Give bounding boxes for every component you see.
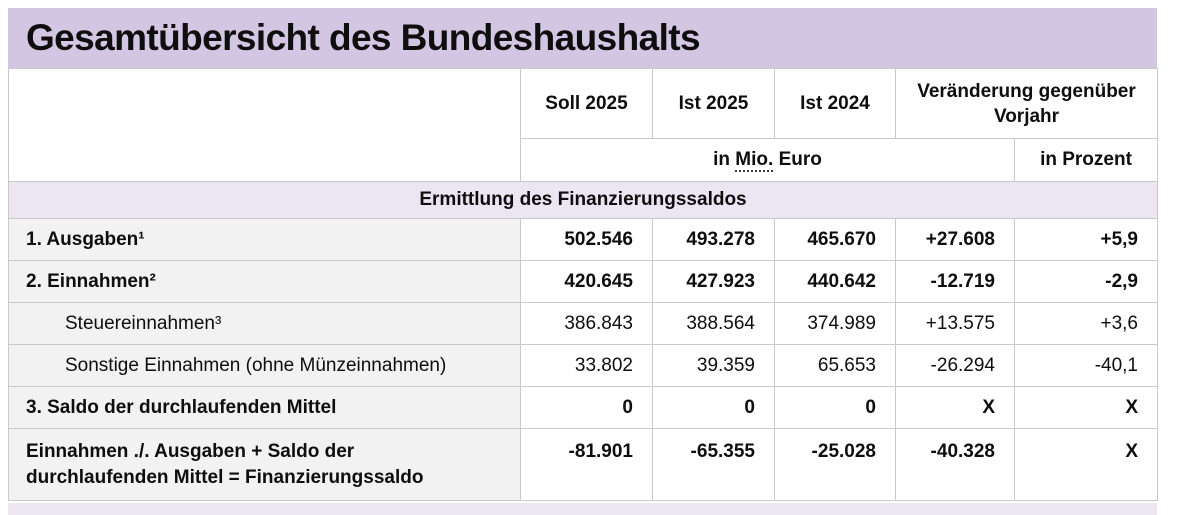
row-label: 1. Ausgaben¹: [8, 218, 521, 261]
cell-value: -81.901: [520, 428, 653, 501]
cell-value: 0: [652, 386, 775, 429]
table-row: 1. Ausgaben¹ 502.546 493.278 465.670 +27.608…: [8, 218, 1158, 261]
table-row: Steuereinnahmen³ 386.843 388.564 374.989 +13…: [8, 302, 1158, 345]
col-header-ist-2025: Ist 2025: [652, 68, 775, 139]
column-header-row: Soll 2025 Ist 2025 Ist 2024 Veränderung …: [8, 68, 1158, 182]
table-row: 2. Einnahmen² 420.645 427.923 440.642 -12.71…: [8, 260, 1158, 303]
row-label: 3. Saldo der durchlaufenden Mittel: [8, 386, 521, 429]
table-row: Einnahmen ./. Ausgaben + Saldo der durch…: [8, 428, 1158, 501]
cell-value: +13.575: [895, 302, 1015, 345]
cell-value: -12.719: [895, 260, 1015, 303]
row-label-column-header: [8, 68, 521, 182]
cell-value: 388.564: [652, 302, 775, 345]
cell-value: 65.653: [774, 344, 896, 387]
section-header-label: Ermittlung des Finanzierungssaldos: [8, 181, 1158, 219]
col-header-ist-2024: Ist 2024: [774, 68, 896, 139]
cell-value: 0: [774, 386, 896, 429]
unit-header-mio-euro: in Mio. Euro: [520, 138, 1015, 182]
cell-value: +3,6: [1014, 302, 1158, 345]
row-label: 2. Einnahmen²: [8, 260, 521, 303]
col-header-soll-2025: Soll 2025: [520, 68, 653, 139]
cell-value: +27.608: [895, 218, 1015, 261]
section-header-row: Ermittlung des Finanzierungssaldos: [8, 181, 1158, 219]
row-label: Steuereinnahmen³: [8, 302, 521, 345]
cell-value: 39.359: [652, 344, 775, 387]
cell-value: 0: [520, 386, 653, 429]
unit-mio-suffix: Euro: [773, 149, 822, 170]
cell-value: -25.028: [774, 428, 896, 501]
page-title: Gesamtübersicht des Bundeshaushalts: [8, 8, 1157, 68]
cell-value: 440.642: [774, 260, 896, 303]
cell-value: -65.355: [652, 428, 775, 501]
cell-value: 493.278: [652, 218, 775, 261]
cell-value: +5,9: [1014, 218, 1158, 261]
next-section-strip: [8, 503, 1157, 515]
cell-value: -40,1: [1014, 344, 1158, 387]
budget-table: Soll 2025 Ist 2025 Ist 2024 Veränderung …: [8, 68, 1158, 501]
cell-value: 420.645: [520, 260, 653, 303]
table-row: 3. Saldo der durchlaufenden Mittel 0 0 0 X X: [8, 386, 1158, 429]
unit-header-prozent: in Prozent: [1014, 138, 1158, 182]
cell-value: 374.989: [774, 302, 896, 345]
cell-value: 427.923: [652, 260, 775, 303]
cell-value: 33.802: [520, 344, 653, 387]
row-label: Sonstige Einnahmen (ohne Münzeinnahmen): [8, 344, 521, 387]
unit-mio-abbreviation: Mio.: [735, 149, 774, 172]
cell-value: -26.294: [895, 344, 1015, 387]
cell-value: 502.546: [520, 218, 653, 261]
budget-overview-block: Gesamtübersicht des Bundeshaushalts Soll…: [8, 8, 1158, 515]
col-header-veraenderung-vorjahr: Veränderung gegenüber Vorjahr: [895, 68, 1158, 139]
cell-value: -2,9: [1014, 260, 1158, 303]
cell-value: 386.843: [520, 302, 653, 345]
cell-value: X: [1014, 428, 1158, 501]
cell-value: X: [895, 386, 1015, 429]
cell-value: X: [1014, 386, 1158, 429]
table-row: Sonstige Einnahmen (ohne Münzeinnahmen) 3…: [8, 344, 1158, 387]
cell-value: -40.328: [895, 428, 1015, 501]
row-label: Einnahmen ./. Ausgaben + Saldo der durch…: [8, 428, 521, 501]
unit-header-row: in Mio. Euro in Prozent: [9, 138, 1158, 182]
unit-mio-prefix: in: [713, 149, 736, 170]
cell-value: 465.670: [774, 218, 896, 261]
